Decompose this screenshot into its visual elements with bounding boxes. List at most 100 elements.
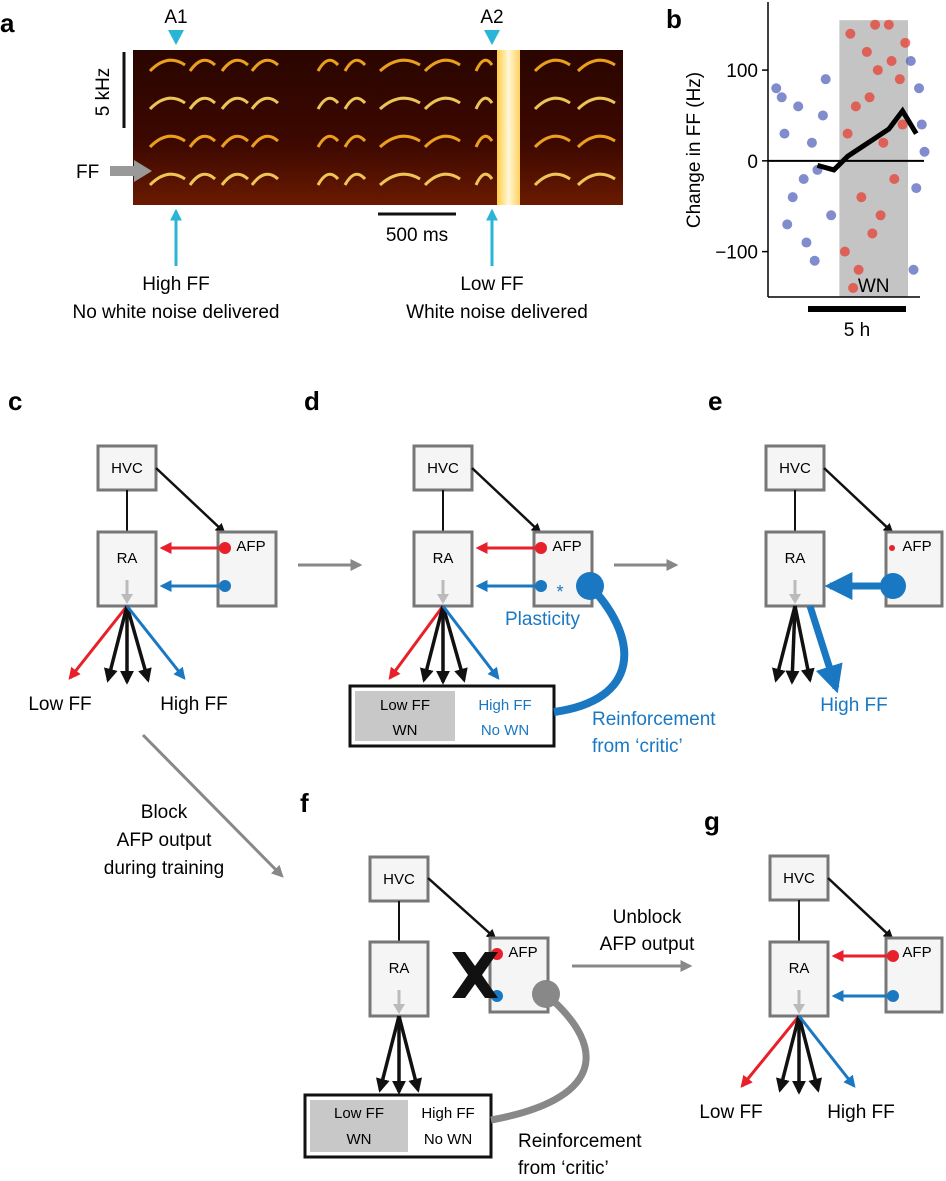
circuit-d: HVC RA AFP * Low FF WN High FF No WN Pla…: [348, 444, 716, 757]
scatter-point: [850, 101, 861, 112]
scatter-point: [793, 101, 804, 112]
scatter-point: [900, 37, 911, 48]
low-ff-arrow: [388, 605, 445, 680]
afp-blue-node: [219, 580, 231, 592]
scatter-point: [870, 19, 881, 30]
hvc-label: HVC: [111, 460, 143, 477]
low-ff-label: Low FF: [28, 694, 91, 715]
harmonic-stroke: [220, 172, 250, 186]
ra-label: RA: [789, 960, 810, 977]
afp-label: AFP: [508, 944, 537, 961]
hvc-afp-arrow: [427, 877, 497, 940]
harmonic-stroke: [148, 172, 186, 187]
chart-points: [771, 19, 930, 293]
ra-label: RA: [117, 550, 138, 567]
left-caption-line1: High FF: [142, 274, 210, 295]
harmonic-stroke: [423, 134, 461, 149]
c-to-f-arrow: [141, 733, 284, 878]
circuit-e: HVC RA AFP High FF: [764, 444, 944, 716]
harmonic-stroke: [188, 96, 217, 110]
reinforcement-path-gray: [490, 993, 590, 1124]
plasticity-label: Plasticity: [505, 609, 580, 630]
left-caption-line2: No white noise delivered: [72, 302, 279, 323]
harmonic-stroke: [220, 58, 250, 72]
outcome-high-ff: High FF: [478, 697, 531, 714]
harmonic-stroke: [148, 96, 186, 111]
scatter-point: [845, 28, 856, 39]
harmonic-stroke: [378, 172, 421, 187]
motor-arrow-1: [376, 1015, 401, 1093]
afp-red-node-small: [889, 545, 895, 551]
time-scale-label: 500 ms: [386, 225, 448, 246]
reinforcement-node: [576, 572, 604, 600]
motor-arrow-1: [104, 605, 129, 683]
afp-label: AFP: [236, 538, 265, 555]
outcome-high-ff: High FF: [421, 1105, 474, 1122]
harmonic-stroke: [316, 134, 340, 148]
scatter-point: [782, 219, 793, 230]
a1-marker-icon: [168, 30, 184, 45]
scatter-point: [801, 237, 812, 248]
harmonic-stroke: [423, 58, 461, 73]
scatter-point: [771, 83, 782, 94]
reinforcement-node-gray: [532, 980, 560, 1008]
circuit-f: HVC RA AFP Low FF WN High FF No WN Reinf…: [303, 855, 642, 1179]
a2-marker-icon: [484, 30, 500, 45]
low-ff-label: Low FF: [699, 1102, 762, 1123]
plasticity-asterisk: *: [556, 582, 563, 602]
harmonic-stroke: [220, 96, 250, 110]
outcome-no-wn: No WN: [481, 722, 529, 739]
ra-label: RA: [785, 550, 806, 567]
reinforcement-label-line1: Reinforcement: [518, 1131, 642, 1152]
low-ff-arrow: [740, 1015, 801, 1088]
harmonic-stroke: [316, 96, 340, 110]
scatter-point: [820, 74, 831, 85]
y-axis-title: Change in FF (Hz): [684, 72, 705, 228]
harmonic-stroke: [474, 96, 494, 110]
block-label-line2: AFP output: [117, 830, 212, 851]
motor-arrow-3: [397, 1015, 422, 1093]
harmonic-stroke: [250, 134, 280, 148]
harmonic-stroke: [533, 96, 571, 111]
unblock-label-line2: AFP output: [600, 934, 695, 955]
harmonic-stroke: [576, 58, 616, 73]
harmonic-stroke: [378, 96, 421, 111]
y-tick-label: −100: [715, 243, 758, 264]
harmonic-stroke: [474, 134, 494, 148]
scatter-point: [861, 46, 872, 57]
harmonic-stroke: [423, 96, 461, 111]
harmonic-stroke: [576, 96, 616, 111]
spectrogram: [133, 50, 623, 205]
harmonic-stroke: [188, 58, 217, 72]
reinforcement-path: [553, 585, 629, 716]
panel-label-g: g: [704, 806, 720, 836]
scatter-point: [878, 137, 889, 148]
white-noise-band: [497, 50, 520, 205]
hvc-label: HVC: [427, 460, 459, 477]
motor-arrow-1: [420, 605, 445, 683]
ff-label: FF: [76, 162, 99, 183]
block-label-line3: during training: [104, 858, 224, 879]
harmonic-stroke: [250, 58, 280, 72]
hvc-afp-arrow: [823, 467, 894, 534]
scatter-point: [894, 74, 905, 85]
harmonic-stroke: [188, 172, 217, 186]
afp-blue-node-large: [880, 573, 906, 599]
ra-internal-arrow-icon: [121, 594, 133, 604]
harmonic-stroke: [533, 134, 571, 149]
high-ff-label: High FF: [160, 694, 228, 715]
ra-internal-arrow-icon: [393, 1004, 405, 1014]
outcome-low-ff: Low FF: [380, 697, 430, 714]
ff-arrow-icon: [110, 160, 152, 182]
afp-label: AFP: [902, 538, 931, 555]
scatter-point: [911, 183, 922, 194]
harmonic-stroke: [220, 134, 250, 148]
scatter-point: [908, 264, 919, 275]
scatter-point: [806, 137, 817, 148]
scatter-point: [914, 83, 925, 94]
harmonic-stroke: [316, 58, 340, 72]
y-axis-ticks: 100 0 −100: [715, 61, 768, 264]
scatter-point: [864, 92, 875, 103]
scatter-point: [787, 192, 798, 203]
scatter-point: [875, 210, 886, 221]
